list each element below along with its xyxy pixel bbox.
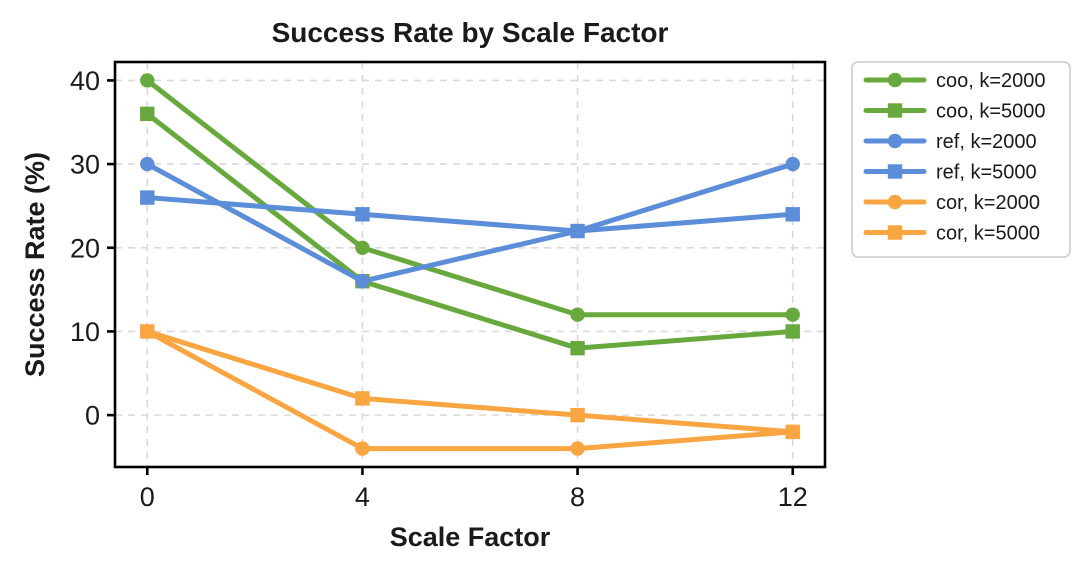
legend-sample-marker — [887, 133, 903, 149]
series-line — [144, 111, 796, 351]
data-point-marker — [785, 324, 800, 339]
data-point-marker — [570, 223, 585, 239]
data-point-marker — [140, 156, 155, 172]
grid-layer — [115, 62, 825, 467]
legend-label: coo, k=5000 — [936, 101, 1046, 123]
series-layer — [140, 73, 800, 456]
data-point-marker — [570, 441, 585, 456]
legend-sample-marker — [887, 194, 903, 210]
series-cor-k-2000 — [140, 324, 800, 456]
data-point-marker — [570, 307, 585, 322]
series-cor-k-5000 — [140, 324, 800, 440]
legend-item: coo, k=5000 — [863, 101, 1046, 123]
data-point-marker — [785, 156, 800, 172]
data-point-marker — [355, 207, 370, 222]
x-tick-label: 8 — [570, 482, 585, 512]
series-line — [144, 77, 796, 318]
y-tick-label: 40 — [70, 66, 100, 96]
legend-item: cor, k=2000 — [863, 192, 1040, 214]
legend-item: ref, k=5000 — [863, 162, 1037, 184]
legend-sample-marker — [887, 72, 903, 88]
legend-sample-marker — [887, 103, 903, 118]
series-line — [144, 328, 796, 435]
series-line — [144, 161, 796, 284]
data-point-marker — [140, 106, 155, 122]
x-axis-label: Scale Factor — [390, 522, 551, 552]
axis-ticks — [107, 79, 795, 475]
y-tick-label: 30 — [70, 150, 100, 180]
data-point-marker — [140, 190, 155, 205]
x-tick-label: 0 — [140, 482, 155, 512]
series-coo-k-5000 — [140, 106, 800, 356]
data-point-marker — [355, 441, 370, 456]
series-line — [144, 195, 796, 234]
y-tick-label: 20 — [70, 233, 100, 263]
data-point-marker — [355, 240, 370, 255]
data-point-marker — [140, 324, 155, 339]
legend-label: cor, k=2000 — [936, 192, 1040, 214]
data-point-marker — [355, 274, 370, 289]
data-point-marker — [785, 424, 800, 440]
x-tick-label: 12 — [778, 482, 808, 512]
tick-labels: 0 4 8 12 0 10 20 30 40 — [70, 66, 808, 512]
y-tick-label: 0 — [85, 401, 100, 431]
legend-item: coo, k=2000 — [863, 70, 1046, 92]
legend-item: ref, k=2000 — [863, 131, 1037, 153]
legend-sample-marker — [887, 225, 903, 240]
y-axis-label: Success Rate (%) — [20, 152, 50, 377]
series-line — [144, 328, 796, 452]
legend: coo, k=2000 coo, k=5000 ref, k=2000 ref, k=… — [851, 61, 1071, 258]
legend-item: cor, k=5000 — [863, 223, 1040, 245]
chart-title: Success Rate by Scale Factor — [272, 17, 669, 48]
data-point-marker — [570, 407, 585, 423]
legend-label: coo, k=2000 — [936, 70, 1046, 92]
data-point-marker — [570, 340, 585, 356]
legend-label: cor, k=5000 — [936, 223, 1040, 245]
series-ref-k-5000 — [140, 190, 800, 239]
data-point-marker — [785, 207, 800, 222]
data-point-marker — [140, 73, 155, 88]
data-point-marker — [355, 391, 370, 406]
x-tick-label: 4 — [355, 482, 370, 512]
legend-label: ref, k=2000 — [936, 131, 1037, 153]
data-point-marker — [785, 307, 800, 322]
legend-label: ref, k=5000 — [936, 162, 1037, 184]
legend-sample-marker — [887, 164, 903, 179]
plot-frame — [113, 60, 827, 469]
y-tick-label: 10 — [70, 317, 100, 347]
series-coo-k-2000 — [140, 73, 800, 322]
